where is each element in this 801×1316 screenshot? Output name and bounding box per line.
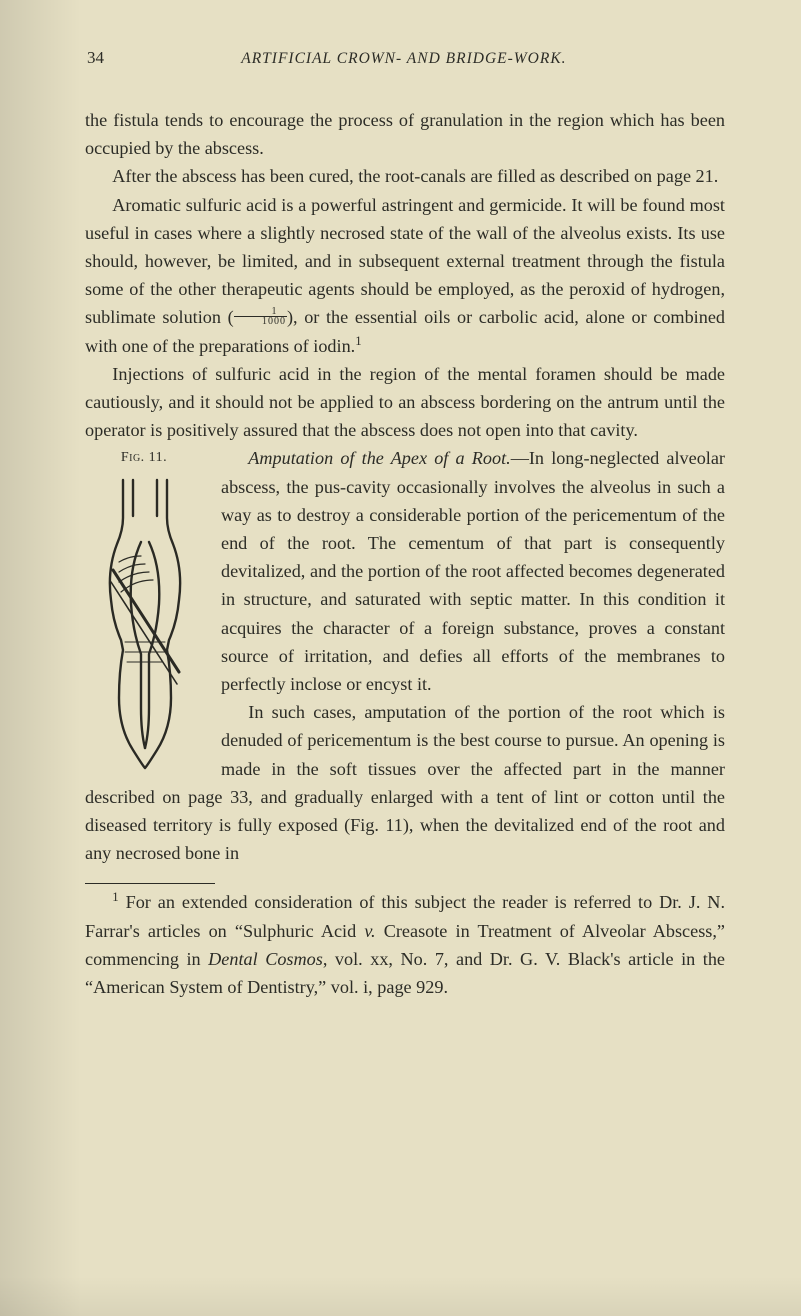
footnote-marker: 1	[112, 890, 118, 904]
paragraph-4: Injections of sulfuric acid in the regio…	[85, 360, 725, 445]
fn-em: v.	[364, 921, 375, 941]
figure-11: Fig. 11.	[85, 450, 203, 772]
page-shade-left	[0, 0, 90, 1316]
page-block: 34 ARTIFICIAL CROWN- AND BRIDGE-WORK. th…	[85, 48, 725, 1001]
fn-em2: Dental Cosmos	[208, 949, 323, 969]
paragraph-3: Aromatic sulfuric acid is a powerful ast…	[85, 191, 725, 360]
footnote-rule	[85, 883, 215, 884]
fraction-denominator: 1000	[234, 317, 287, 326]
p5-a: —In long-neglected alveolar abscess, the…	[221, 448, 725, 694]
fraction-1-1000: 11000	[234, 307, 287, 326]
running-title: ARTIFICIAL CROWN- AND BRIDGE-WORK.	[144, 50, 664, 68]
page-number: 34	[87, 48, 104, 68]
p5-heading: Amputation of the Apex of a Root.	[248, 448, 510, 468]
body-text: the fistula tends to encourage the proce…	[85, 106, 725, 1001]
page-shade-bottom	[0, 1276, 801, 1316]
footnote-ref-1: 1	[355, 334, 361, 348]
figure-caption: Fig. 11.	[85, 450, 203, 466]
paragraph-1: the fistula tends to encourage the proce…	[85, 106, 725, 162]
running-head: 34 ARTIFICIAL CROWN- AND BRIDGE-WORK.	[85, 48, 725, 68]
tooth-root-illustration	[89, 472, 199, 772]
footnote-1: 1 For an extended consideration of this …	[85, 888, 725, 1001]
paragraph-2: After the abscess has been cured, the ro…	[85, 162, 725, 190]
